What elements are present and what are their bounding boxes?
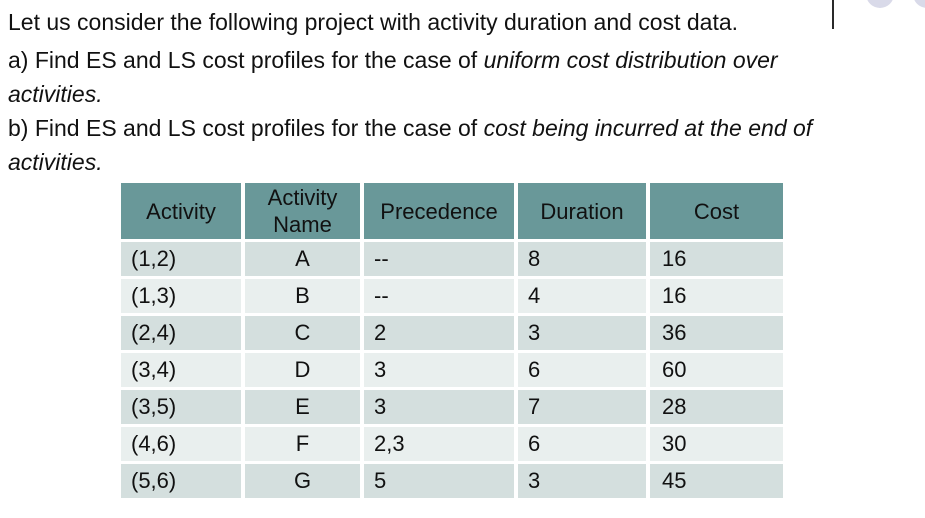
cell-activity: (1,3) (121, 277, 245, 316)
cell-precedence: 3 (362, 388, 518, 427)
question-a-line-1: a) Find ES and LS cost profiles for the … (8, 43, 913, 77)
cell-cost: 28 (648, 388, 783, 427)
question-a-line-2: activities. (8, 77, 913, 111)
table-row: (3,4) D 3 6 60 (121, 351, 783, 390)
table-row: (1,2) A -- 8 16 (121, 240, 783, 279)
question-b-emphasis-cont: activities. (8, 149, 103, 175)
cell-cost: 36 (648, 314, 783, 353)
cell-activity: (3,5) (121, 388, 245, 427)
cell-duration: 6 (516, 425, 650, 464)
cell-activity-name: D (243, 351, 364, 390)
table-row: (5,6) G 5 3 45 (121, 462, 783, 501)
column-header-activity: Activity (121, 183, 245, 242)
decorative-dot-icon (866, 0, 894, 8)
table-row: (1,3) B -- 4 16 (121, 277, 783, 316)
question-a-text: a) Find ES and LS cost profiles for the … (8, 47, 484, 73)
question-a-emphasis-cont: activities. (8, 81, 103, 107)
table-row: (4,6) F 2,3 6 30 (121, 425, 783, 464)
activity-data-table: Activity Activity Name Precedence Durati… (121, 183, 783, 501)
question-b-line-1: b) Find ES and LS cost profiles for the … (8, 111, 913, 145)
cell-precedence: 3 (362, 351, 518, 390)
problem-statement: Let us consider the following project wi… (8, 5, 913, 179)
cell-cost: 16 (648, 277, 783, 316)
table-header-row: Activity Activity Name Precedence Durati… (121, 183, 783, 242)
question-b-emphasis: cost being incurred at the end of (483, 115, 813, 141)
cell-activity: (2,4) (121, 314, 245, 353)
cell-activity-name: F (243, 425, 364, 464)
intro-text: Let us consider the following project wi… (8, 9, 739, 35)
cell-activity-name: C (243, 314, 364, 353)
question-b-line-2: activities. (8, 145, 913, 179)
cell-activity-name: A (243, 240, 364, 279)
cell-activity: (3,4) (121, 351, 245, 390)
table-row: (3,5) E 3 7 28 (121, 388, 783, 427)
question-b-text: b) Find ES and LS cost profiles for the … (8, 115, 484, 141)
cell-activity-name: E (243, 388, 364, 427)
cell-precedence: 5 (362, 462, 518, 501)
cell-precedence: 2,3 (362, 425, 518, 464)
cell-duration: 4 (516, 277, 650, 316)
table-row: (2,4) C 2 3 36 (121, 314, 783, 353)
cell-duration: 3 (516, 462, 650, 501)
cell-precedence: -- (362, 240, 518, 279)
cell-cost: 45 (648, 462, 783, 501)
cell-activity: (1,2) (121, 240, 245, 279)
cursor-line (832, 0, 834, 29)
cell-activity-name: B (243, 277, 364, 316)
cell-duration: 7 (516, 388, 650, 427)
decorative-dot-icon (913, 0, 925, 8)
cell-cost: 30 (648, 425, 783, 464)
cell-duration: 3 (516, 314, 650, 353)
column-header-cost: Cost (648, 183, 783, 242)
cell-precedence: 2 (362, 314, 518, 353)
cell-activity-name: G (243, 462, 364, 501)
cell-activity: (4,6) (121, 425, 245, 464)
column-header-activity-name: Activity Name (243, 183, 364, 242)
question-a-emphasis: uniform cost distribution over (483, 47, 778, 73)
cell-duration: 6 (516, 351, 650, 390)
cell-duration: 8 (516, 240, 650, 279)
intro-line-1: Let us consider the following project wi… (8, 5, 913, 39)
cell-precedence: -- (362, 277, 518, 316)
column-header-duration: Duration (516, 183, 650, 242)
cell-activity: (5,6) (121, 462, 245, 501)
column-header-precedence: Precedence (362, 183, 518, 242)
cell-cost: 60 (648, 351, 783, 390)
cell-cost: 16 (648, 240, 783, 279)
